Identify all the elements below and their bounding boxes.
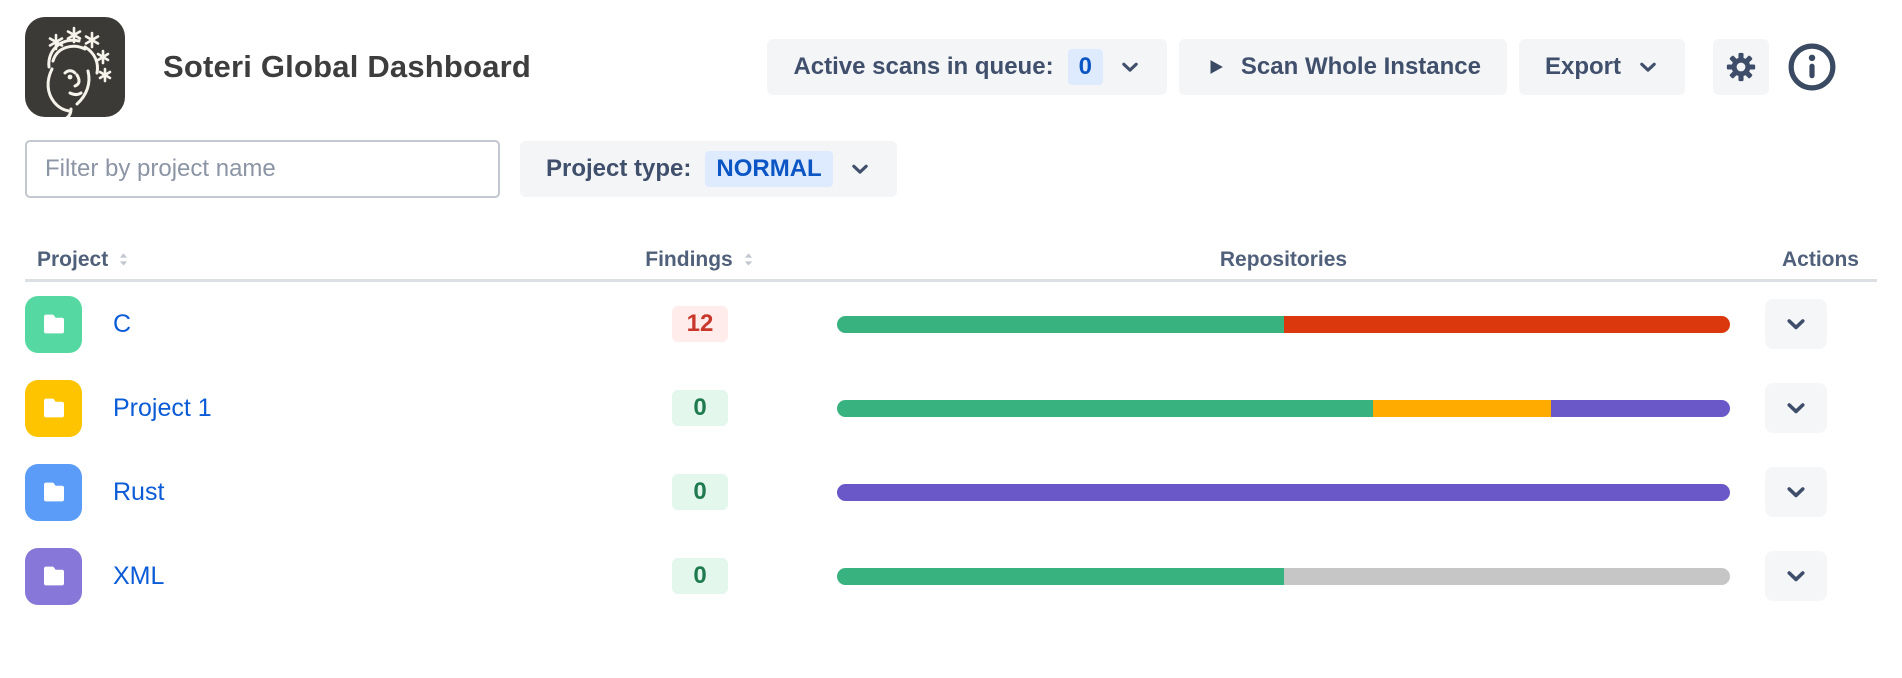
row-actions-button[interactable] [1765,383,1827,433]
sort-icon [117,251,130,268]
active-scans-queue-button[interactable]: Active scans in queue: 0 [767,39,1167,95]
folder-icon [39,309,69,339]
column-header-repositories: Repositories [760,248,1740,272]
findings-badge: 0 [672,474,728,510]
table-row: Rust 0 [25,450,1877,534]
chevron-down-icon [1784,480,1808,504]
repositories-bar [837,567,1730,585]
table-body: C 12 Project 1 [25,282,1877,618]
scan-whole-instance-button[interactable]: Scan Whole Instance [1178,39,1507,95]
repo-segment-in-progress [837,483,1730,501]
info-icon [1787,42,1837,92]
findings-column-label: Findings [645,247,733,271]
play-icon [1205,56,1227,78]
chevron-down-icon [1637,56,1659,78]
chevron-down-icon [1784,312,1808,336]
repositories-column-label: Repositories [1219,247,1348,271]
page-title: Soteri Global Dashboard [163,49,532,84]
repo-segment-warning [1372,399,1552,417]
row-actions-button[interactable] [1765,299,1827,349]
table-row: Project 1 0 [25,366,1877,450]
table-header: Project Findings Repositories Actions [25,240,1877,282]
actions-column-label: Actions [1781,247,1859,271]
findings-cell: 0 [640,390,760,426]
findings-badge: 0 [672,390,728,426]
repo-segment-ok [837,567,1284,585]
actions-cell [1740,299,1877,349]
findings-cell: 0 [640,474,760,510]
project-cell: Rust [25,463,640,521]
gear-icon [1724,50,1758,84]
top-bar-actions: Active scans in queue: 0 Scan Whole Inst… [767,39,1877,95]
chevron-down-icon [1784,564,1808,588]
project-cell: Project 1 [25,379,640,437]
repositories-bar [837,483,1730,501]
queue-count-badge: 0 [1067,49,1103,85]
repositories-cell [760,315,1740,333]
repo-segment-in-progress [1551,399,1730,417]
findings-cell: 12 [640,306,760,342]
table-row: C 12 [25,282,1877,366]
project-avatar [25,295,82,353]
folder-icon [39,561,69,591]
findings-badge: 0 [672,558,728,594]
repositories-cell [760,399,1740,417]
repo-segment-ok [837,315,1284,333]
soteri-logo-icon [25,17,125,121]
queue-label: Active scans in queue: [793,53,1054,80]
chevron-down-icon [1119,56,1141,78]
project-cell: XML [25,547,640,605]
info-button[interactable] [1787,42,1837,92]
project-avatar [25,463,82,521]
chevron-down-icon [1784,396,1808,420]
filter-row: Project type: NORMAL [25,140,1877,198]
project-type-label: Project type: [546,155,692,182]
project-avatar [25,547,82,605]
project-filter-input[interactable] [25,140,500,198]
table-row: XML 0 [25,534,1877,618]
project-link[interactable]: Project 1 [113,393,212,422]
project-link[interactable]: XML [113,561,165,590]
top-bar: Soteri Global Dashboard Active scans in … [25,17,1877,121]
actions-cell [1740,551,1877,601]
project-cell: C [25,295,640,353]
repo-segment-failed [1283,315,1730,333]
project-link[interactable]: C [113,309,132,338]
row-actions-button[interactable] [1765,551,1827,601]
project-type-filter-button[interactable]: Project type: NORMAL [520,141,897,197]
actions-cell [1740,383,1877,433]
column-header-project[interactable]: Project [25,248,640,272]
repositories-cell [760,567,1740,585]
folder-icon [39,393,69,423]
repositories-bar [837,315,1730,333]
export-button[interactable]: Export [1518,39,1685,95]
projects-table: Project Findings Repositories Actions [25,240,1877,618]
row-actions-button[interactable] [1765,467,1827,517]
project-link[interactable]: Rust [113,477,165,506]
settings-button[interactable] [1713,39,1769,95]
repo-segment-ok [837,399,1373,417]
folder-icon [39,477,69,507]
sort-icon [742,251,755,268]
chevron-down-icon [849,158,871,180]
scan-label: Scan Whole Instance [1240,53,1481,80]
project-type-value-badge: NORMAL [705,151,833,187]
repositories-bar [837,399,1730,417]
repositories-cell [760,483,1740,501]
column-header-findings[interactable]: Findings [640,248,760,272]
repo-segment-not-scanned [1283,567,1730,585]
export-label: Export [1544,53,1621,80]
findings-cell: 0 [640,558,760,594]
project-avatar [25,379,82,437]
actions-cell [1740,467,1877,517]
findings-badge: 12 [672,306,728,342]
column-header-actions: Actions [1740,248,1877,272]
project-column-label: Project [37,247,109,271]
